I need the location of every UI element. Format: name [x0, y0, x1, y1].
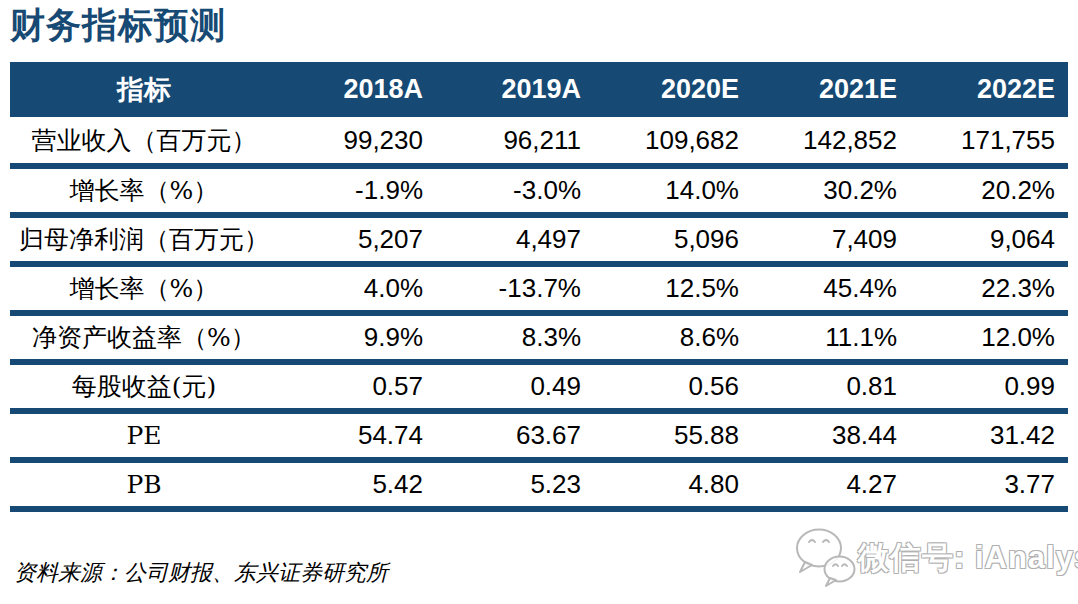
table-cell: 12.5% [594, 264, 752, 313]
table-cell: 55.88 [594, 411, 752, 460]
row-label: PB [10, 460, 278, 509]
table-cell: 5.42 [278, 460, 436, 509]
row-label: 营业收入（百万元） [10, 117, 278, 166]
page-title: 财务指标预测 [10, 0, 226, 52]
table-cell: 9.9% [278, 313, 436, 362]
table-cell: 5,096 [594, 215, 752, 264]
row-label: 净资产收益率（%） [10, 313, 278, 362]
table-cell: 11.1% [752, 313, 910, 362]
table-cell: 0.57 [278, 362, 436, 411]
table-cell: 0.81 [752, 362, 910, 411]
table-cell: 3.77 [910, 460, 1068, 509]
table-cell: 45.4% [752, 264, 910, 313]
table-cell: 0.49 [436, 362, 594, 411]
row-label: 增长率（%） [10, 166, 278, 215]
report-page: 财务指标预测 指标 2018A 2019A 2020E 2021E 2022E … [0, 0, 1078, 604]
table-cell: 109,682 [594, 117, 752, 166]
table-cell: 5.23 [436, 460, 594, 509]
table-row-revenue-growth: 增长率（%） -1.9% -3.0% 14.0% 30.2% 20.2% [10, 166, 1068, 215]
table-cell: 4,497 [436, 215, 594, 264]
table-row-profit-growth: 增长率（%） 4.0% -13.7% 12.5% 45.4% 22.3% [10, 264, 1068, 313]
table-cell: -3.0% [436, 166, 594, 215]
table-cell: 5,207 [278, 215, 436, 264]
table-cell: 8.3% [436, 313, 594, 362]
table-cell: 4.27 [752, 460, 910, 509]
table-cell: 9,064 [910, 215, 1068, 264]
table-cell: 30.2% [752, 166, 910, 215]
table-row-pb: PB 5.42 5.23 4.80 4.27 3.77 [10, 460, 1068, 509]
watermark-text: 微信号: iAnalyst [858, 537, 1078, 579]
table-row-net-profit: 归母净利润（百万元） 5,207 4,497 5,096 7,409 9,064 [10, 215, 1068, 264]
column-header-2020e: 2020E [594, 62, 752, 117]
table-cell: -13.7% [436, 264, 594, 313]
table-cell: 14.0% [594, 166, 752, 215]
table-cell: 38.44 [752, 411, 910, 460]
row-label: 每股收益(元) [10, 362, 278, 411]
table-cell: 4.80 [594, 460, 752, 509]
table-cell: 0.56 [594, 362, 752, 411]
table-cell: 20.2% [910, 166, 1068, 215]
table-cell: 142,852 [752, 117, 910, 166]
table-row-eps: 每股收益(元) 0.57 0.49 0.56 0.81 0.99 [10, 362, 1068, 411]
table-cell: 7,409 [752, 215, 910, 264]
table-cell: 4.0% [278, 264, 436, 313]
table-cell: 171,755 [910, 117, 1068, 166]
column-header-indicator: 指标 [10, 62, 278, 117]
table-header-row: 指标 2018A 2019A 2020E 2021E 2022E [10, 62, 1068, 117]
watermark: 微信号: iAnalyst [792, 526, 1078, 590]
table-cell: -1.9% [278, 166, 436, 215]
table-cell: 8.6% [594, 313, 752, 362]
row-label: PE [10, 411, 278, 460]
table-cell: 31.42 [910, 411, 1068, 460]
table-row-revenue: 营业收入（百万元） 99,230 96,211 109,682 142,852 … [10, 117, 1068, 166]
column-header-2018a: 2018A [278, 62, 436, 117]
table-cell: 63.67 [436, 411, 594, 460]
column-header-2019a: 2019A [436, 62, 594, 117]
table-cell: 96,211 [436, 117, 594, 166]
column-header-2022e: 2022E [910, 62, 1068, 117]
table-row-pe: PE 54.74 63.67 55.88 38.44 31.42 [10, 411, 1068, 460]
source-note: 资料来源：公司财报、东兴证券研究所 [14, 558, 388, 588]
financial-forecast-table: 指标 2018A 2019A 2020E 2021E 2022E 营业收入（百万… [10, 62, 1068, 512]
row-label: 增长率（%） [10, 264, 278, 313]
table-cell: 22.3% [910, 264, 1068, 313]
column-header-2021e: 2021E [752, 62, 910, 117]
table-cell: 99,230 [278, 117, 436, 166]
table-cell: 54.74 [278, 411, 436, 460]
table-cell: 0.99 [910, 362, 1068, 411]
table-cell: 12.0% [910, 313, 1068, 362]
wechat-icon [792, 526, 858, 590]
table-row-roe: 净资产收益率（%） 9.9% 8.3% 8.6% 11.1% 12.0% [10, 313, 1068, 362]
row-label: 归母净利润（百万元） [10, 215, 278, 264]
